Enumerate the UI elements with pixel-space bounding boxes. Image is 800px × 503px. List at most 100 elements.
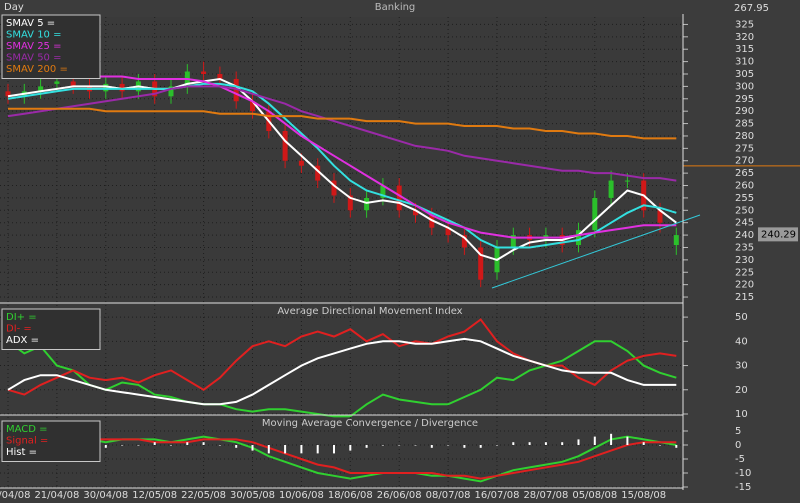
y-tick-label: 305 bbox=[735, 69, 754, 80]
hist-bar bbox=[593, 436, 596, 445]
y-tick-label: 40 bbox=[735, 336, 748, 347]
y-tick-label: 260 bbox=[735, 181, 754, 192]
candle-body bbox=[282, 131, 288, 161]
series-line bbox=[8, 107, 677, 140]
candle-body bbox=[396, 185, 402, 211]
x-tick-label: 28/07/08 bbox=[523, 490, 568, 501]
series-line bbox=[8, 438, 677, 480]
candle-body bbox=[592, 197, 598, 231]
x-tick-label: 26/06/08 bbox=[377, 490, 422, 501]
candle-body bbox=[429, 215, 435, 228]
candle-body bbox=[380, 185, 386, 198]
hist-bar bbox=[365, 445, 368, 448]
y-tick-label: 30 bbox=[735, 361, 748, 372]
hist-bar bbox=[479, 445, 482, 448]
hist-bar bbox=[218, 445, 221, 446]
y-tick-label: 315 bbox=[735, 44, 754, 55]
legend-entry: SMAV 10 = bbox=[6, 30, 61, 41]
y-tick-label: 245 bbox=[735, 218, 754, 229]
y-tick-label: 250 bbox=[735, 205, 754, 216]
hist-bar bbox=[626, 436, 629, 445]
candle-body bbox=[217, 74, 223, 79]
candle-body bbox=[608, 180, 614, 198]
hist-bar bbox=[349, 445, 352, 451]
x-tick-label: 30/05/08 bbox=[230, 490, 275, 501]
y-tick-label: 265 bbox=[735, 168, 754, 179]
y-tick-label: 230 bbox=[735, 255, 754, 266]
hist-bar bbox=[284, 445, 287, 454]
hist-bar bbox=[659, 445, 661, 446]
top-value: 267.95 bbox=[734, 3, 769, 14]
legend-entry: SMAV 50 = bbox=[6, 53, 61, 64]
legend-entry: Hist = bbox=[6, 447, 37, 458]
adx-panel bbox=[0, 305, 683, 414]
candle-body bbox=[70, 81, 76, 87]
legend-entry: DI- = bbox=[6, 324, 32, 335]
last-value-label: 240.29 bbox=[761, 229, 796, 240]
hist-bar bbox=[300, 445, 303, 454]
panel-title: Average Directional Movement Index bbox=[277, 306, 462, 317]
candle-body bbox=[38, 86, 44, 92]
legend-entry: SMAV 25 = bbox=[6, 41, 61, 52]
hist-bar bbox=[561, 442, 564, 445]
y-tick-label: 275 bbox=[735, 143, 754, 154]
hist-bar bbox=[447, 445, 450, 446]
plot-layer: 2152202252302352402452502552602652702752… bbox=[0, 14, 800, 501]
y-tick-label: -5 bbox=[735, 454, 745, 465]
hist-bar bbox=[381, 445, 384, 446]
candle-body bbox=[624, 180, 630, 182]
x-tick-label: 22/05/08 bbox=[181, 490, 226, 501]
series-line bbox=[7, 85, 677, 182]
period-label: Day bbox=[4, 2, 24, 13]
x-tick-label: 10/06/08 bbox=[279, 490, 324, 501]
legend-entry: SMAV 5 = bbox=[6, 18, 55, 29]
legend-entry: DI+ = bbox=[6, 312, 37, 323]
hist-bar bbox=[544, 442, 547, 445]
candle-body bbox=[673, 235, 679, 245]
series-line bbox=[7, 340, 677, 418]
series-line bbox=[7, 318, 677, 396]
candle-body bbox=[413, 210, 418, 216]
hist-bar bbox=[104, 445, 107, 448]
series-line bbox=[8, 75, 677, 239]
hist-bar bbox=[121, 445, 124, 446]
hist-bar bbox=[137, 445, 140, 446]
y-tick-label: 0 bbox=[735, 440, 741, 451]
x-tick-label: 05/08/08 bbox=[572, 490, 617, 501]
candle-body bbox=[54, 81, 60, 84]
hist-bar bbox=[430, 445, 433, 448]
x-tick-label: 15/08/08 bbox=[621, 490, 666, 501]
candle-body bbox=[298, 160, 304, 166]
legend-entry: MACD = bbox=[6, 424, 48, 435]
hist-bar bbox=[398, 445, 401, 446]
y-tick-label: 310 bbox=[735, 57, 754, 68]
x-tick-label: 18/06/08 bbox=[328, 490, 373, 501]
candle-body bbox=[168, 86, 174, 97]
y-tick-label: -15 bbox=[735, 482, 751, 493]
chart-title: Banking bbox=[375, 2, 416, 13]
hist-bar bbox=[642, 442, 645, 445]
y-tick-label: 20 bbox=[735, 385, 748, 396]
y-tick-label: 295 bbox=[735, 94, 754, 105]
candle-body bbox=[461, 235, 467, 248]
candle-body bbox=[657, 210, 663, 223]
y-tick-label: 320 bbox=[735, 32, 754, 43]
y-tick-label: 325 bbox=[735, 19, 754, 30]
y-tick-label: 300 bbox=[735, 81, 754, 92]
candle-body bbox=[233, 78, 239, 102]
hist-bar bbox=[610, 433, 613, 445]
candle-body bbox=[576, 230, 581, 245]
x-tick-label: 16/07/08 bbox=[475, 490, 520, 501]
y-tick-label: 255 bbox=[735, 193, 754, 204]
candle-body bbox=[445, 227, 451, 236]
candle-body bbox=[201, 71, 207, 74]
hist-bar bbox=[414, 445, 417, 446]
y-tick-label: 50 bbox=[735, 312, 748, 323]
series-line bbox=[7, 82, 677, 249]
hist-bar bbox=[235, 445, 238, 448]
y-tick-label: 235 bbox=[735, 242, 754, 253]
panel-title: Moving Average Convergence / Divergence bbox=[262, 418, 478, 429]
candle-body bbox=[250, 101, 255, 112]
macd-panel bbox=[0, 417, 683, 487]
